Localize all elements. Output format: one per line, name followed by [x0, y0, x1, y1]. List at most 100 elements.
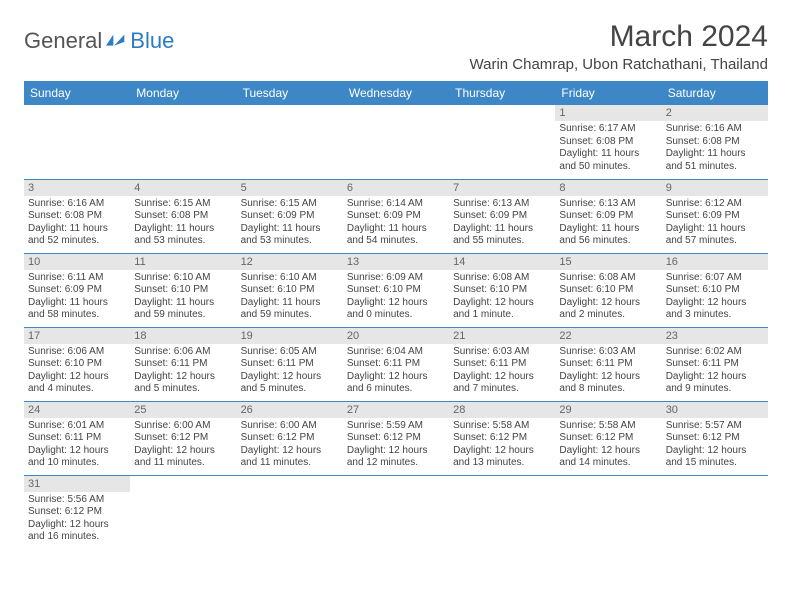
weekday-header: Saturday — [662, 81, 768, 105]
sunrise-line: Sunrise: 6:09 AM — [347, 272, 445, 285]
daylight-line: Daylight: 11 hours and 54 minutes. — [347, 223, 445, 248]
calendar-day-cell — [130, 105, 236, 179]
calendar-day-cell: 17Sunrise: 6:06 AMSunset: 6:10 PMDayligh… — [24, 327, 130, 401]
sunset-line: Sunset: 6:09 PM — [559, 210, 657, 223]
sunrise-line: Sunrise: 6:00 AM — [134, 420, 232, 433]
sunrise-line: Sunrise: 6:01 AM — [28, 420, 126, 433]
daylight-line: Daylight: 12 hours and 12 minutes. — [347, 445, 445, 470]
day-number: 8 — [555, 180, 661, 196]
sunrise-line: Sunrise: 6:13 AM — [453, 198, 551, 211]
day-number: 19 — [237, 328, 343, 344]
day-details: Sunrise: 6:05 AMSunset: 6:11 PMDaylight:… — [237, 344, 343, 400]
calendar-table: SundayMondayTuesdayWednesdayThursdayFrid… — [24, 81, 768, 549]
sunset-line: Sunset: 6:10 PM — [559, 284, 657, 297]
day-number: 12 — [237, 254, 343, 270]
day-details: Sunrise: 6:06 AMSunset: 6:10 PMDaylight:… — [24, 344, 130, 400]
day-details: Sunrise: 6:15 AMSunset: 6:09 PMDaylight:… — [237, 196, 343, 252]
day-details: Sunrise: 6:00 AMSunset: 6:12 PMDaylight:… — [130, 418, 236, 474]
calendar-day-cell: 11Sunrise: 6:10 AMSunset: 6:10 PMDayligh… — [130, 253, 236, 327]
sunset-line: Sunset: 6:10 PM — [241, 284, 339, 297]
day-number: 4 — [130, 180, 236, 196]
daylight-line: Daylight: 11 hours and 53 minutes. — [241, 223, 339, 248]
day-number: 26 — [237, 402, 343, 418]
sunset-line: Sunset: 6:09 PM — [28, 284, 126, 297]
sunrise-line: Sunrise: 6:11 AM — [28, 272, 126, 285]
sunrise-line: Sunrise: 6:06 AM — [134, 346, 232, 359]
logo-text-blue: Blue — [130, 28, 174, 54]
calendar-day-cell — [343, 475, 449, 549]
daylight-line: Daylight: 12 hours and 11 minutes. — [241, 445, 339, 470]
sunrise-line: Sunrise: 6:02 AM — [666, 346, 764, 359]
daylight-line: Daylight: 12 hours and 1 minute. — [453, 297, 551, 322]
day-details: Sunrise: 6:11 AMSunset: 6:09 PMDaylight:… — [24, 270, 130, 326]
calendar-day-cell — [237, 475, 343, 549]
day-details: Sunrise: 6:09 AMSunset: 6:10 PMDaylight:… — [343, 270, 449, 326]
sunset-line: Sunset: 6:09 PM — [666, 210, 764, 223]
calendar-day-cell: 5Sunrise: 6:15 AMSunset: 6:09 PMDaylight… — [237, 179, 343, 253]
weekday-header: Thursday — [449, 81, 555, 105]
day-number: 20 — [343, 328, 449, 344]
calendar-day-cell — [555, 475, 661, 549]
sunset-line: Sunset: 6:12 PM — [134, 432, 232, 445]
day-number: 1 — [555, 105, 661, 121]
daylight-line: Daylight: 12 hours and 10 minutes. — [28, 445, 126, 470]
day-details: Sunrise: 6:06 AMSunset: 6:11 PMDaylight:… — [130, 344, 236, 400]
sunrise-line: Sunrise: 6:16 AM — [666, 123, 764, 136]
calendar-day-cell: 21Sunrise: 6:03 AMSunset: 6:11 PMDayligh… — [449, 327, 555, 401]
sunrise-line: Sunrise: 6:05 AM — [241, 346, 339, 359]
calendar-day-cell: 27Sunrise: 5:59 AMSunset: 6:12 PMDayligh… — [343, 401, 449, 475]
daylight-line: Daylight: 11 hours and 59 minutes. — [241, 297, 339, 322]
sunset-line: Sunset: 6:11 PM — [666, 358, 764, 371]
daylight-line: Daylight: 12 hours and 11 minutes. — [134, 445, 232, 470]
calendar-day-cell: 13Sunrise: 6:09 AMSunset: 6:10 PMDayligh… — [343, 253, 449, 327]
sunrise-line: Sunrise: 6:12 AM — [666, 198, 764, 211]
calendar-day-cell: 16Sunrise: 6:07 AMSunset: 6:10 PMDayligh… — [662, 253, 768, 327]
sunset-line: Sunset: 6:12 PM — [453, 432, 551, 445]
calendar-day-cell: 15Sunrise: 6:08 AMSunset: 6:10 PMDayligh… — [555, 253, 661, 327]
sunset-line: Sunset: 6:10 PM — [134, 284, 232, 297]
sunset-line: Sunset: 6:12 PM — [28, 506, 126, 519]
sunrise-line: Sunrise: 6:04 AM — [347, 346, 445, 359]
calendar-day-cell — [130, 475, 236, 549]
sunrise-line: Sunrise: 6:07 AM — [666, 272, 764, 285]
sunset-line: Sunset: 6:10 PM — [347, 284, 445, 297]
sunset-line: Sunset: 6:10 PM — [453, 284, 551, 297]
sunrise-line: Sunrise: 6:00 AM — [241, 420, 339, 433]
day-details: Sunrise: 6:14 AMSunset: 6:09 PMDaylight:… — [343, 196, 449, 252]
calendar-week-row: 3Sunrise: 6:16 AMSunset: 6:08 PMDaylight… — [24, 179, 768, 253]
sunset-line: Sunset: 6:09 PM — [241, 210, 339, 223]
day-number: 6 — [343, 180, 449, 196]
sunrise-line: Sunrise: 6:17 AM — [559, 123, 657, 136]
day-number: 5 — [237, 180, 343, 196]
sunset-line: Sunset: 6:12 PM — [559, 432, 657, 445]
month-title: March 2024 — [470, 20, 769, 54]
weekday-header: Friday — [555, 81, 661, 105]
calendar-day-cell: 7Sunrise: 6:13 AMSunset: 6:09 PMDaylight… — [449, 179, 555, 253]
calendar-day-cell: 19Sunrise: 6:05 AMSunset: 6:11 PMDayligh… — [237, 327, 343, 401]
calendar-week-row: 1Sunrise: 6:17 AMSunset: 6:08 PMDaylight… — [24, 105, 768, 179]
location-subtitle: Warin Chamrap, Ubon Ratchathani, Thailan… — [470, 56, 769, 73]
daylight-line: Daylight: 12 hours and 9 minutes. — [666, 371, 764, 396]
sunset-line: Sunset: 6:11 PM — [453, 358, 551, 371]
calendar-day-cell: 30Sunrise: 5:57 AMSunset: 6:12 PMDayligh… — [662, 401, 768, 475]
day-number: 23 — [662, 328, 768, 344]
weekday-header: Sunday — [24, 81, 130, 105]
sunset-line: Sunset: 6:08 PM — [666, 136, 764, 149]
daylight-line: Daylight: 12 hours and 0 minutes. — [347, 297, 445, 322]
sunrise-line: Sunrise: 5:58 AM — [559, 420, 657, 433]
daylight-line: Daylight: 12 hours and 14 minutes. — [559, 445, 657, 470]
day-number: 21 — [449, 328, 555, 344]
sunrise-line: Sunrise: 6:15 AM — [241, 198, 339, 211]
day-number: 2 — [662, 105, 768, 121]
calendar-day-cell: 10Sunrise: 6:11 AMSunset: 6:09 PMDayligh… — [24, 253, 130, 327]
day-details: Sunrise: 6:10 AMSunset: 6:10 PMDaylight:… — [237, 270, 343, 326]
day-number: 13 — [343, 254, 449, 270]
calendar-day-cell — [237, 105, 343, 179]
sunrise-line: Sunrise: 6:08 AM — [559, 272, 657, 285]
sunset-line: Sunset: 6:11 PM — [134, 358, 232, 371]
day-details: Sunrise: 6:07 AMSunset: 6:10 PMDaylight:… — [662, 270, 768, 326]
calendar-day-cell: 6Sunrise: 6:14 AMSunset: 6:09 PMDaylight… — [343, 179, 449, 253]
day-number: 14 — [449, 254, 555, 270]
day-details: Sunrise: 6:04 AMSunset: 6:11 PMDaylight:… — [343, 344, 449, 400]
day-number: 3 — [24, 180, 130, 196]
